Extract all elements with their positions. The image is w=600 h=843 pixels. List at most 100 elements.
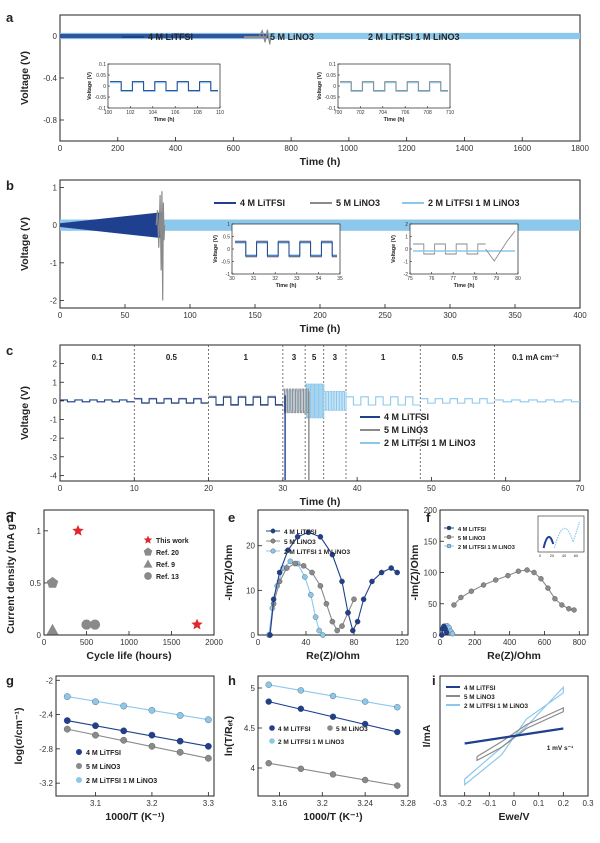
y-tick-label: -2.8 xyxy=(39,745,53,754)
x-tick-label: 32 xyxy=(272,276,278,282)
y-tick-label: -1 xyxy=(226,272,231,278)
x-tick-label: 1800 xyxy=(571,144,589,153)
legend-c: 4 M LiTFSI 5 M LiNO3 2 M LiTFSI 1 M LiNO3 xyxy=(360,412,476,448)
panel-label-h: h xyxy=(228,673,236,688)
x-tick-label: 200 xyxy=(111,144,125,153)
data-point xyxy=(308,592,314,598)
data-point xyxy=(552,596,558,602)
inset-lino3-trace xyxy=(413,243,486,255)
x-tick-label: 200 xyxy=(468,638,482,647)
data-point xyxy=(329,771,337,778)
inset-trace xyxy=(110,81,218,91)
data-point xyxy=(538,576,544,582)
legend-a: 4 M LiTFSI 5 M LiNO3 2 M LiTFSI 1 M LiNO3 xyxy=(122,32,460,42)
x-tick-label: 0.1 xyxy=(533,799,545,808)
current-density-label: 1 xyxy=(243,353,248,362)
current-density-label: 0.5 xyxy=(166,353,178,362)
data-point xyxy=(317,583,324,589)
legend-marker xyxy=(143,559,153,568)
y-tick-label: 0 xyxy=(433,631,438,640)
data-point xyxy=(524,567,530,573)
y-tick-label: 1 xyxy=(405,235,408,241)
current-density-label: 3 xyxy=(333,353,338,362)
legend-label: 2 M LiTFSI 1 M LiNO3 xyxy=(428,198,520,208)
x-tick-label: 2000 xyxy=(205,638,223,647)
data-point xyxy=(361,720,369,728)
y-tick-label: -0.4 xyxy=(43,74,57,83)
fit-line xyxy=(67,696,209,721)
x-tick-label: 400 xyxy=(169,144,183,153)
data-point xyxy=(361,698,369,705)
data-point xyxy=(545,585,551,591)
inset-y-label: Voltage (V) xyxy=(317,72,323,100)
legend-label: 5 M LiNO3 xyxy=(270,32,314,42)
x-tick-label: 300 xyxy=(443,311,457,320)
x-tick-label: 75 xyxy=(407,276,413,282)
y-tick-label: 0 xyxy=(53,397,58,406)
current-density-label: 0.5 xyxy=(452,353,464,362)
y-tick-label: 0.05 xyxy=(96,73,106,79)
x-tick-label: 60 xyxy=(501,484,510,493)
data-point xyxy=(559,602,565,608)
data-point xyxy=(394,704,401,711)
legend-marker xyxy=(270,548,276,554)
x-tick-label: 702 xyxy=(356,110,365,116)
x-tick-label: 0 xyxy=(438,638,443,647)
panel-label-b: b xyxy=(6,178,14,193)
y-tick-label: 50 xyxy=(428,600,437,609)
current-density-label: 0.1 mA cm⁻² xyxy=(512,353,559,362)
data-point xyxy=(265,698,272,705)
plot-frame xyxy=(55,675,215,797)
legend-g: 4 M LiTFSI 5 M LiNO3 2 M LiTFSI 1 M LiNO3 xyxy=(76,749,157,785)
legend-label: 4 M LiTFSI xyxy=(458,527,486,533)
x-tick-label: -0.3 xyxy=(433,799,447,808)
x-axis-label: Time (h) xyxy=(300,323,341,335)
data-point xyxy=(265,681,272,688)
x-tick-label: 1000 xyxy=(120,638,138,647)
data-point xyxy=(148,731,156,739)
data-point xyxy=(63,725,71,733)
panel-label-f: f xyxy=(426,510,431,525)
y-tick-label: 0.05 xyxy=(326,73,336,79)
panel-f: 0 200 400 600 800050100150200Re(Z)/Ohm-Im(Z)… xyxy=(409,506,589,662)
legend-label: 4 M LiTFSI xyxy=(240,198,285,208)
y-axis-label: I/mA xyxy=(421,724,433,747)
legend-label: 5 M LiNO3 xyxy=(336,726,368,733)
y-tick-label: -0.1 xyxy=(97,106,106,112)
x-tick-label: 76 xyxy=(429,276,435,282)
data-point xyxy=(345,609,351,616)
plot-frame xyxy=(257,675,409,797)
x-tick-label: 500 xyxy=(80,638,94,647)
series-lino3-trace xyxy=(282,388,309,414)
y-axis-label: Voltage (V) xyxy=(19,51,31,105)
data-point xyxy=(148,706,156,714)
data-point xyxy=(205,716,212,724)
legend-marker xyxy=(446,525,452,531)
y-tick-label: 4.5 xyxy=(244,724,256,733)
legend-h: 4 M LiTFSI 5 M LiNO3 2 M LiTFSI 1 M LiNO3 xyxy=(269,725,368,746)
data-point xyxy=(323,601,330,607)
legend-marker xyxy=(76,777,82,783)
inset-x-label: Time (h) xyxy=(454,283,475,289)
y-tick-label: -2 xyxy=(50,296,58,305)
inset-frame xyxy=(537,515,585,553)
data-point xyxy=(205,742,212,750)
y-tick-label: -3 xyxy=(50,453,58,462)
panel-e: 0 40 80 120 0 10 20 Re(Z)/Ohm -Im(Z)/Ohm 4 M LiTF… xyxy=(223,509,409,662)
data-point xyxy=(309,569,315,576)
y-tick-label: -0.05 xyxy=(325,95,337,101)
inset-litfsi-arc xyxy=(542,536,555,549)
plot-frame xyxy=(257,509,409,636)
data-point xyxy=(120,727,128,735)
data-point xyxy=(329,551,336,558)
legend-i: 4 M LiTFSI 5 M LiNO3 2 M LiTFSI 1 M LiNO3 xyxy=(446,685,529,710)
data-point-ref-9 xyxy=(46,623,59,635)
x-tick-label: 79 xyxy=(494,276,500,282)
legend-marker xyxy=(269,738,275,744)
data-point-ref-13 xyxy=(89,619,101,630)
inset-f: 0 20 40 60 xyxy=(537,515,585,558)
x-axis-label: Time (h) xyxy=(300,156,341,168)
data-point xyxy=(297,765,305,772)
data-point xyxy=(480,582,487,588)
data-point xyxy=(339,623,345,629)
